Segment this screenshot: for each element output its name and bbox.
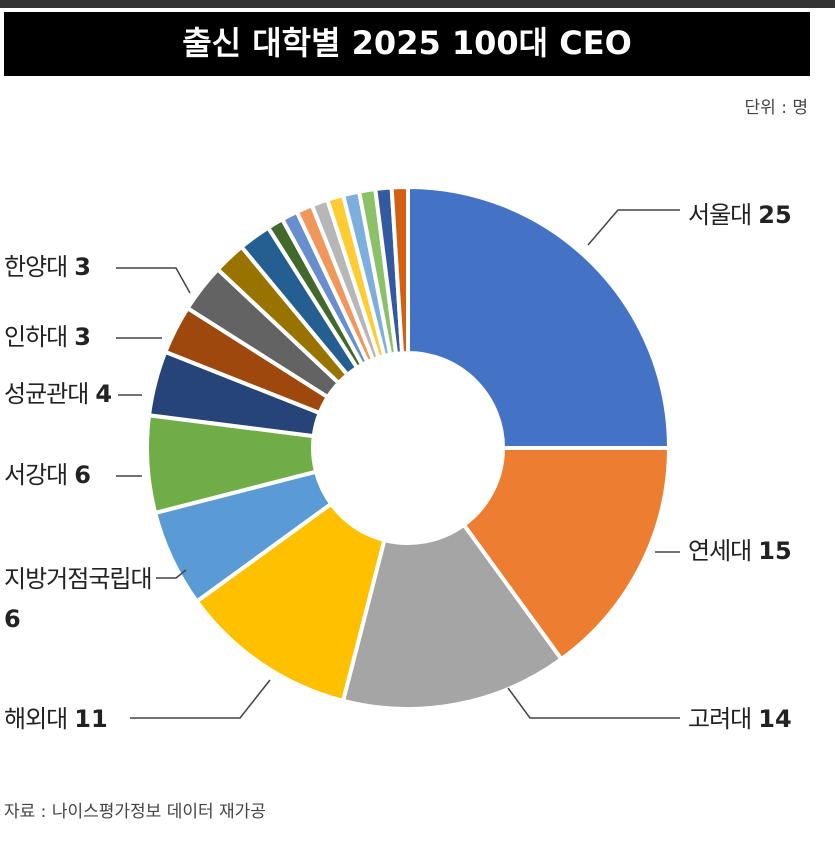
slice: [340, 522, 565, 711]
value-label: 6: [4, 605, 21, 633]
slice: [194, 501, 387, 704]
value-label: 6: [74, 461, 91, 489]
leader-line: [156, 569, 187, 579]
slice: [461, 446, 672, 662]
value-label: 14: [758, 705, 791, 733]
value-label: 3: [74, 253, 91, 281]
category-label: 성균관대: [4, 380, 88, 408]
leader-line: [116, 267, 191, 294]
category-label: 고려대: [688, 705, 751, 733]
leader-line: [507, 687, 680, 719]
value-label: 15: [758, 537, 791, 565]
unit-label: 단위 : 명: [745, 98, 808, 118]
source-note: 자료 : 나이스평가정보 데이터 재가공: [4, 802, 266, 822]
value-label: 25: [758, 201, 791, 229]
chart-title: 출신 대학별 2025 100대 CEO: [182, 24, 632, 62]
value-label: 3: [74, 323, 91, 351]
donut: [145, 184, 672, 711]
leader-line: [130, 679, 271, 719]
category-label: 서울대: [688, 201, 751, 229]
top-strip: [0, 0, 835, 8]
leader-line: [587, 209, 680, 246]
category-label: 해외대: [4, 705, 67, 733]
category-label: 서강대: [4, 461, 67, 489]
slice: [389, 184, 410, 356]
slice: [406, 184, 672, 450]
category-label: 인하대: [4, 323, 67, 351]
category-label: 연세대: [688, 537, 751, 565]
category-label: 지방거점국립대: [4, 565, 152, 593]
category-label: 한양대: [4, 253, 67, 281]
value-label: 11: [74, 705, 107, 733]
title-bar: [4, 12, 810, 76]
value-label: 4: [95, 380, 112, 408]
